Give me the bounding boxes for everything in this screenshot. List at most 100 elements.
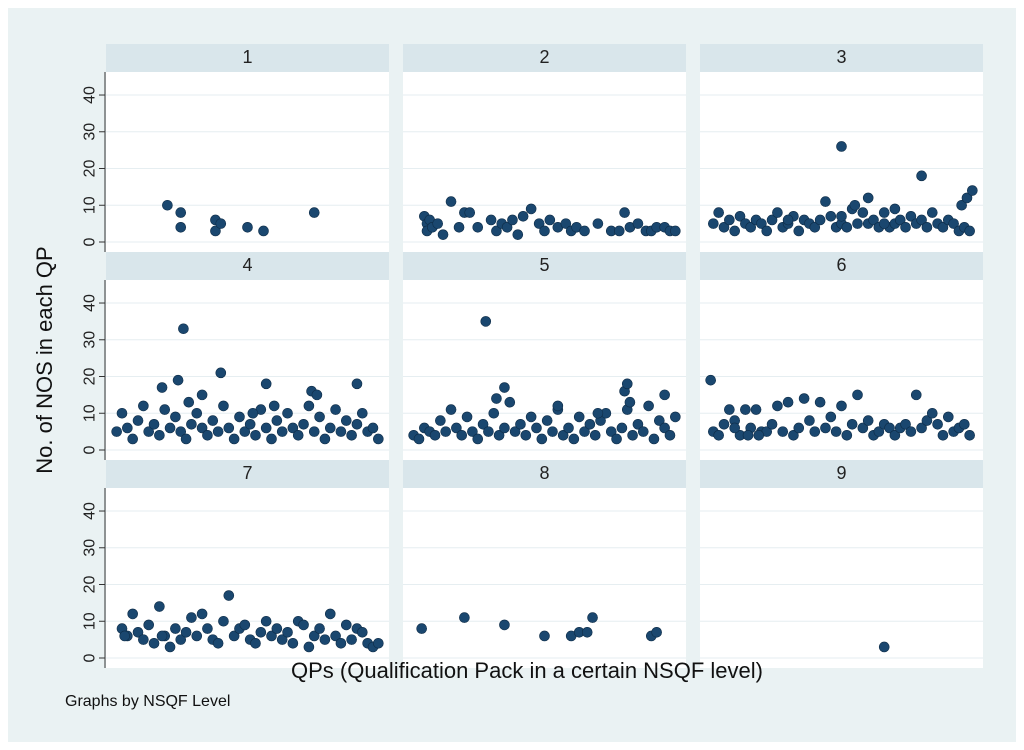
data-point — [584, 418, 596, 430]
data-point — [544, 214, 556, 226]
data-point — [218, 400, 229, 412]
data-point — [517, 210, 529, 222]
data-point — [215, 367, 227, 379]
data-point — [357, 626, 368, 638]
data-point — [464, 207, 476, 218]
panel-2: 2 — [403, 44, 686, 252]
data-point — [501, 222, 513, 233]
data-point — [367, 422, 379, 434]
data-point — [276, 634, 288, 645]
data-point — [889, 430, 901, 441]
data-point — [357, 407, 368, 419]
data-point — [654, 415, 665, 426]
data-point — [210, 225, 221, 237]
data-point — [745, 222, 757, 233]
data-point — [766, 214, 778, 226]
data-point — [563, 422, 574, 434]
data-point — [862, 192, 874, 204]
data-point — [589, 430, 601, 441]
data-point — [196, 608, 208, 620]
data-point — [308, 426, 320, 437]
data-point — [926, 207, 938, 218]
panel-strip — [700, 460, 983, 488]
panel-strip-label: 7 — [242, 463, 252, 483]
data-point — [445, 196, 457, 207]
data-point — [729, 225, 741, 237]
data-point — [351, 418, 363, 430]
data-point — [541, 415, 553, 426]
data-point — [451, 422, 462, 434]
data-point — [373, 433, 384, 445]
data-point — [724, 214, 735, 226]
data-point — [804, 415, 815, 426]
data-point — [456, 430, 468, 441]
data-point — [536, 433, 548, 445]
data-point — [164, 641, 176, 653]
data-point — [836, 400, 847, 412]
data-point — [937, 430, 949, 441]
data-point — [260, 422, 272, 434]
panel-strip-label: 1 — [242, 47, 252, 67]
panel-9: 9 — [700, 460, 983, 668]
data-point — [266, 630, 277, 642]
data-point — [932, 418, 943, 430]
data-point — [202, 430, 213, 441]
data-point — [959, 418, 970, 430]
y-tick-label: 20 — [82, 368, 99, 386]
data-point — [921, 222, 933, 233]
data-point — [260, 615, 272, 627]
data-point — [857, 422, 869, 434]
y-tick-label: 20 — [82, 576, 99, 594]
data-point — [900, 222, 911, 233]
data-point — [239, 619, 251, 631]
data-point — [260, 378, 272, 390]
data-point — [616, 422, 628, 434]
data-point — [116, 407, 128, 419]
data-point — [705, 374, 716, 386]
data-point — [239, 426, 251, 437]
data-point — [298, 418, 309, 430]
data-point — [782, 396, 794, 408]
data-point — [729, 422, 741, 434]
data-point — [346, 430, 357, 441]
data-point — [841, 222, 853, 233]
data-point — [268, 400, 280, 412]
data-point — [910, 389, 922, 401]
data-point — [884, 422, 895, 434]
data-point — [340, 619, 352, 631]
data-point — [143, 619, 155, 631]
data-point — [937, 222, 949, 233]
data-point — [926, 407, 938, 419]
panel-6: 6 — [700, 252, 983, 460]
data-point — [718, 222, 730, 233]
data-point — [525, 203, 537, 215]
data-point — [314, 623, 325, 634]
panel-plot-area — [106, 72, 389, 252]
data-point — [568, 433, 580, 445]
data-point — [515, 418, 526, 430]
data-point — [461, 411, 473, 423]
data-point — [432, 218, 444, 229]
data-point — [111, 426, 122, 437]
data-point — [373, 638, 384, 649]
data-point — [852, 218, 863, 229]
data-point — [552, 400, 564, 412]
data-point — [782, 214, 794, 226]
panel-7: 7 0 10 20 30 40 — [82, 460, 389, 668]
data-point — [836, 141, 847, 152]
data-point — [708, 218, 719, 229]
data-point — [619, 207, 630, 218]
data-point — [335, 426, 347, 437]
data-point — [335, 638, 347, 649]
data-point — [207, 415, 219, 426]
data-point — [175, 207, 187, 218]
data-point — [761, 225, 773, 237]
panel-plot-area — [700, 488, 983, 668]
y-tick-label: 40 — [82, 502, 99, 520]
data-point — [196, 422, 208, 434]
data-point — [247, 407, 259, 419]
data-point — [753, 430, 765, 441]
data-point — [493, 430, 505, 441]
data-point — [303, 400, 315, 412]
